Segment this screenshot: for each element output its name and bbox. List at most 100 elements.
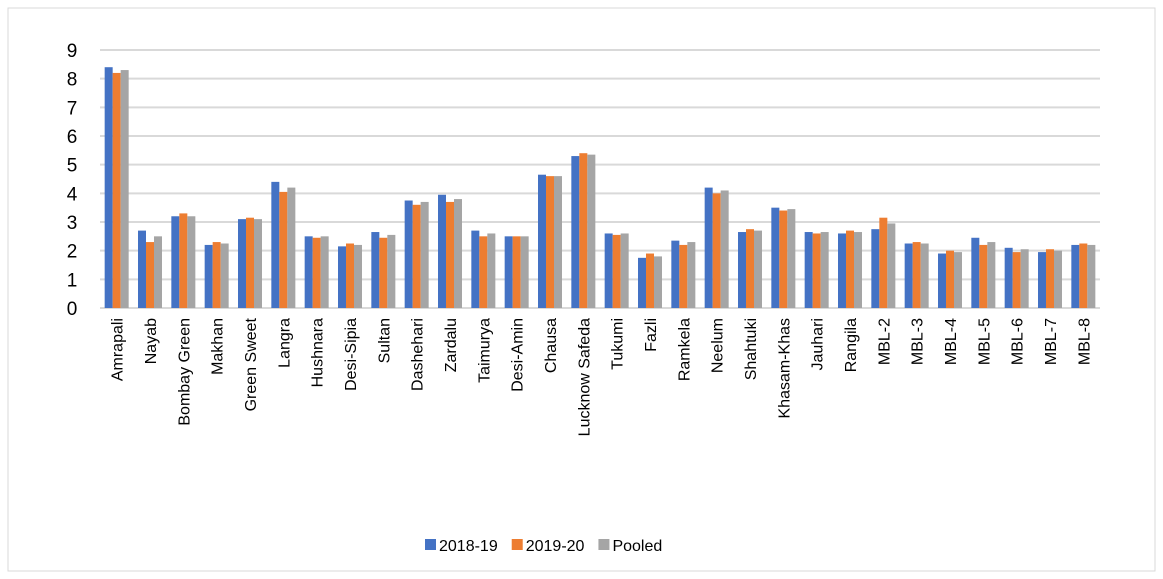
bar <box>954 252 962 308</box>
y-tick-label: 7 <box>67 98 78 119</box>
bar <box>1071 244 1080 308</box>
x-tick-label: Rangila <box>843 318 860 372</box>
x-tick-label: Taimurya <box>476 318 493 383</box>
bar <box>1079 243 1088 308</box>
bar <box>1012 252 1021 308</box>
x-tick-label: Hushnara <box>310 318 327 387</box>
bar <box>487 233 496 308</box>
y-tick-label: 5 <box>67 156 78 177</box>
bar <box>838 233 846 308</box>
x-tick-label: MBL-6 <box>1010 318 1027 365</box>
bar <box>171 216 180 308</box>
bar <box>612 234 621 308</box>
bar <box>812 233 821 308</box>
x-tick-label: Jauhari <box>810 318 827 370</box>
bar <box>604 233 613 308</box>
bar <box>512 236 521 308</box>
bar <box>138 230 146 308</box>
bar <box>854 232 862 308</box>
x-tick-label: Desi-Amin <box>510 318 527 392</box>
bar <box>871 229 880 308</box>
x-tick-label: MBL-2 <box>876 318 893 365</box>
legend-label: 2019-20 <box>526 538 585 555</box>
x-tick-label: Lucknow Safeda <box>576 318 593 436</box>
bar <box>479 236 488 308</box>
bar <box>754 230 762 308</box>
bar <box>820 232 829 308</box>
bar <box>571 156 580 308</box>
bar <box>154 236 162 308</box>
bar <box>554 176 562 308</box>
x-tick-label: Fazli <box>643 318 660 352</box>
bar <box>412 204 421 308</box>
x-tick-label: Langra <box>276 318 293 368</box>
bar <box>779 210 788 308</box>
bar <box>638 257 646 308</box>
x-tick-label: Dashehari <box>410 318 427 391</box>
x-tick-label: Bombay Green <box>176 318 193 426</box>
bar <box>220 243 229 308</box>
legend-label: 2018-19 <box>439 538 498 555</box>
bar <box>887 223 896 308</box>
bar <box>579 153 588 308</box>
legend-swatch <box>425 539 436 550</box>
bar <box>654 256 662 308</box>
bar <box>738 232 746 308</box>
bar <box>104 67 113 308</box>
bar <box>279 191 288 308</box>
bar <box>204 244 213 308</box>
bar <box>746 229 754 308</box>
y-tick-label: 9 <box>67 41 78 62</box>
bar <box>679 244 688 308</box>
bar <box>254 219 262 308</box>
legend-swatch <box>511 539 523 550</box>
bar <box>304 236 313 308</box>
x-tick-label: Shahtuki <box>743 318 760 380</box>
bar <box>471 230 480 308</box>
bar <box>404 200 413 308</box>
bar <box>346 243 354 308</box>
y-tick-label: 8 <box>67 70 78 91</box>
bar <box>1054 250 1062 308</box>
bar <box>420 201 429 308</box>
bar <box>787 209 796 308</box>
x-tick-label: Sultan <box>376 318 393 363</box>
bar <box>520 236 529 308</box>
bar <box>338 246 346 308</box>
bar <box>587 154 596 308</box>
y-tick-label: 4 <box>67 184 78 205</box>
bar <box>1038 252 1046 308</box>
y-tick-label: 6 <box>67 127 78 148</box>
bar <box>620 233 629 308</box>
x-tick-label: Tukumi <box>610 318 627 370</box>
bar <box>438 194 446 308</box>
bar <box>720 190 729 308</box>
bar <box>246 217 254 308</box>
y-tick-label: 0 <box>67 299 78 320</box>
bar <box>846 230 854 308</box>
bar <box>646 253 654 308</box>
x-tick-label: Zardalu <box>443 318 460 372</box>
bar <box>212 242 221 308</box>
x-tick-label: Desi-Sipia <box>343 318 360 391</box>
bar <box>546 176 554 308</box>
bar <box>1046 249 1054 308</box>
bar <box>1087 244 1096 308</box>
bar <box>987 242 996 308</box>
bar <box>320 236 329 308</box>
bar <box>387 234 396 308</box>
bar <box>979 244 988 308</box>
y-tick-label: 1 <box>67 270 78 291</box>
x-tick-label: MBL-4 <box>943 318 960 365</box>
bar <box>312 237 321 308</box>
bar <box>287 187 296 308</box>
y-tick-label: 2 <box>67 242 78 263</box>
bar <box>938 253 946 308</box>
bar <box>971 237 980 308</box>
x-tick-label: MBL-3 <box>910 318 927 365</box>
bar <box>946 250 954 308</box>
bar <box>920 243 929 308</box>
bar <box>187 216 196 308</box>
legend-label: Pooled <box>612 538 662 555</box>
